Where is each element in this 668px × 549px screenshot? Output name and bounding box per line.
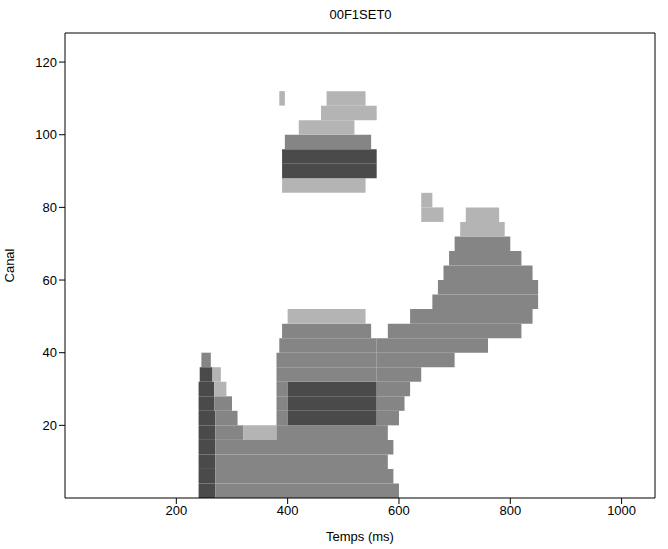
- svg-text:200: 200: [165, 503, 187, 518]
- html-text:00F1SET0: 00F1SET0: [329, 7, 392, 22]
- svg-text:20: 20: [43, 418, 57, 433]
- svg-text:100: 100: [35, 127, 57, 142]
- svg-text:120: 120: [35, 55, 57, 70]
- svg-text:Temps (ms): Temps (ms): [326, 529, 394, 544]
- svg-text:1000: 1000: [607, 503, 636, 518]
- svg-text:600: 600: [388, 503, 410, 518]
- svg-text:Canal: Canal: [2, 248, 17, 282]
- svg-text:80: 80: [43, 200, 57, 215]
- svg-text:40: 40: [43, 345, 57, 360]
- svg-text:400: 400: [277, 503, 299, 518]
- svg-text:800: 800: [499, 503, 521, 518]
- svg-text:60: 60: [43, 273, 57, 288]
